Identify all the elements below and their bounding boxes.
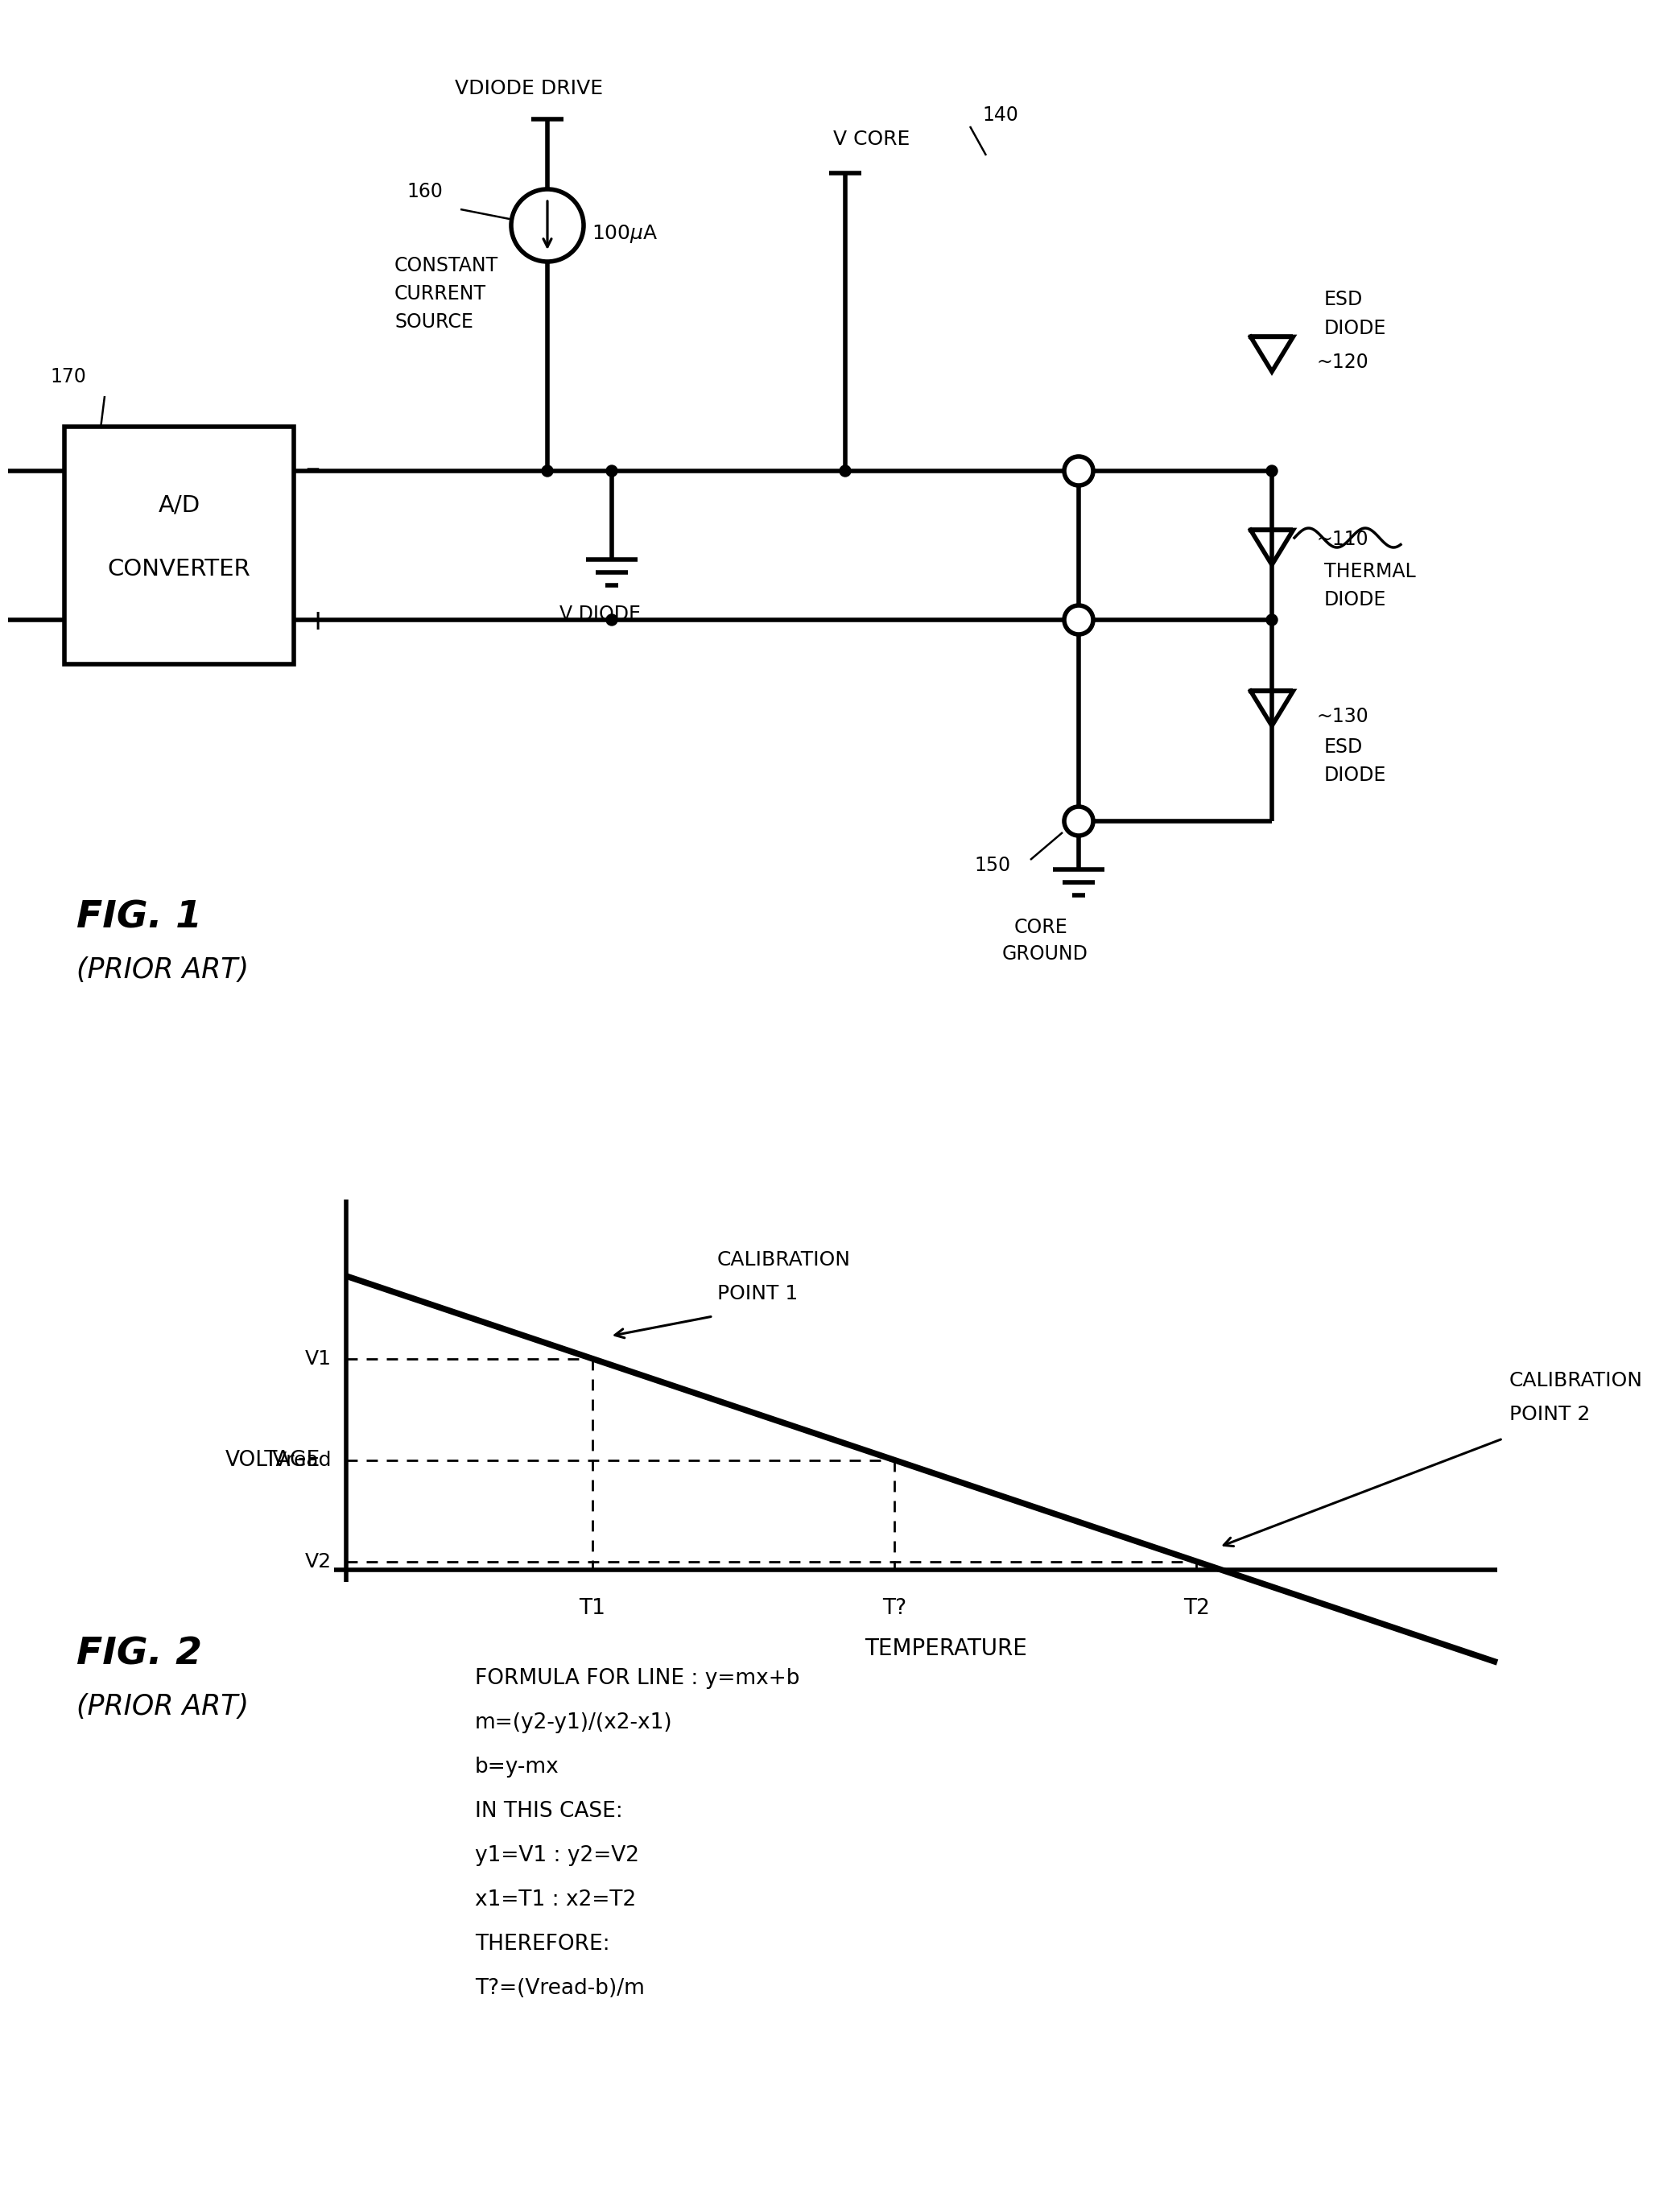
Text: x1=T1 : x2=T2: x1=T1 : x2=T2 (475, 1888, 637, 1910)
Text: V CORE: V CORE (833, 130, 911, 150)
Text: DIODE: DIODE (1324, 766, 1386, 786)
Text: Vread: Vread (272, 1450, 331, 1470)
Text: +: + (306, 607, 329, 636)
Text: CONVERTER: CONVERTER (108, 557, 250, 581)
Text: CONSTANT: CONSTANT (395, 255, 499, 275)
Text: V1: V1 (306, 1349, 331, 1369)
Text: 160: 160 (407, 183, 442, 200)
Circle shape (1063, 456, 1094, 486)
Text: T?: T? (882, 1598, 907, 1620)
Text: FIG. 2: FIG. 2 (77, 1635, 202, 1673)
Circle shape (606, 614, 618, 625)
Text: FORMULA FOR LINE : y=mx+b: FORMULA FOR LINE : y=mx+b (475, 1668, 800, 1688)
Text: 150: 150 (974, 856, 1010, 876)
Text: ESD: ESD (1324, 291, 1362, 308)
Text: b=y-mx: b=y-mx (475, 1756, 559, 1778)
Text: ~120: ~120 (1315, 352, 1368, 372)
Text: THEREFORE:: THEREFORE: (475, 1935, 610, 1954)
Text: POINT 1: POINT 1 (717, 1283, 798, 1303)
Text: THERMAL: THERMAL (1324, 561, 1416, 581)
Text: SOURCE: SOURCE (395, 313, 474, 332)
Text: T?=(Vread-b)/m: T?=(Vread-b)/m (475, 1979, 645, 1999)
Text: 170: 170 (50, 368, 86, 387)
Bar (64, 427, 294, 665)
Text: T1: T1 (580, 1598, 605, 1620)
Text: GROUND: GROUND (1003, 944, 1089, 964)
Text: FIG. 1: FIG. 1 (77, 900, 202, 935)
Text: (PRIOR ART): (PRIOR ART) (77, 1693, 249, 1721)
Text: CALIBRATION: CALIBRATION (1509, 1371, 1643, 1391)
Text: T2: T2 (1183, 1598, 1210, 1620)
Circle shape (840, 464, 850, 478)
Text: ~110: ~110 (1315, 530, 1368, 548)
Text: TEMPERATURE: TEMPERATURE (865, 1638, 1026, 1660)
Text: y1=V1 : y2=V2: y1=V1 : y2=V2 (475, 1844, 638, 1866)
Text: IN THIS CASE:: IN THIS CASE: (475, 1800, 623, 1822)
Text: –: – (306, 456, 319, 482)
Circle shape (541, 464, 553, 478)
Text: VDIODE DRIVE: VDIODE DRIVE (455, 79, 603, 99)
Text: CORE: CORE (1015, 918, 1068, 938)
Circle shape (1063, 605, 1094, 634)
Text: DIODE: DIODE (1324, 319, 1386, 339)
Circle shape (1267, 464, 1277, 478)
Text: DIODE: DIODE (1324, 590, 1386, 610)
Circle shape (606, 464, 618, 478)
Circle shape (1267, 614, 1277, 625)
Text: V DIODE: V DIODE (559, 605, 640, 623)
Text: ESD: ESD (1324, 737, 1362, 757)
Text: POINT 2: POINT 2 (1509, 1404, 1591, 1424)
Text: VOLTAGE: VOLTAGE (225, 1450, 321, 1470)
Text: (PRIOR ART): (PRIOR ART) (77, 957, 249, 984)
Text: ~130: ~130 (1315, 707, 1368, 726)
Circle shape (511, 189, 583, 262)
Text: CALIBRATION: CALIBRATION (717, 1250, 850, 1270)
Text: 140: 140 (983, 106, 1018, 125)
Text: CURRENT: CURRENT (395, 284, 486, 304)
Text: A/D: A/D (158, 493, 200, 517)
Text: V2: V2 (306, 1552, 331, 1572)
Circle shape (1063, 806, 1094, 836)
Text: 100$\mu$A: 100$\mu$A (591, 222, 659, 244)
Text: m=(y2-y1)/(x2-x1): m=(y2-y1)/(x2-x1) (475, 1712, 672, 1732)
